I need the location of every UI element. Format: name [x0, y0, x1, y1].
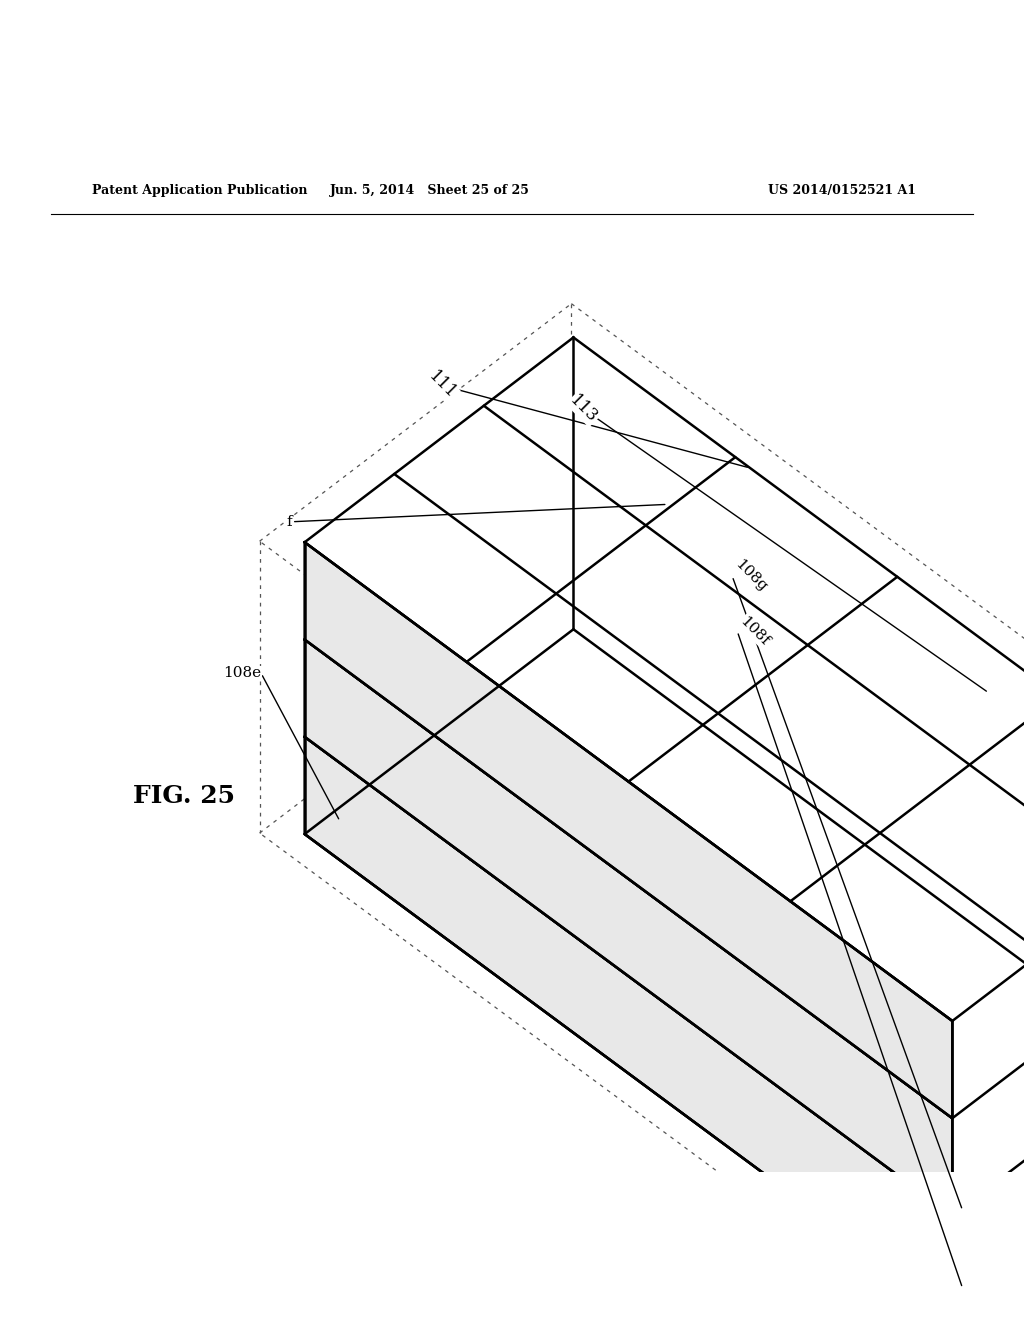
Text: f: f [287, 515, 292, 529]
Text: 108f: 108f [737, 614, 772, 648]
Text: Patent Application Publication: Patent Application Publication [92, 183, 307, 197]
Polygon shape [305, 737, 952, 1313]
Text: FIG. 25: FIG. 25 [133, 784, 236, 808]
Text: 108e: 108e [223, 667, 261, 680]
Polygon shape [305, 543, 952, 1118]
Text: Jun. 5, 2014   Sheet 25 of 25: Jun. 5, 2014 Sheet 25 of 25 [330, 183, 530, 197]
Text: US 2014/0152521 A1: US 2014/0152521 A1 [768, 183, 916, 197]
Polygon shape [305, 434, 1024, 1118]
Polygon shape [305, 639, 952, 1216]
Text: 111: 111 [425, 368, 460, 403]
Text: 113: 113 [566, 392, 601, 426]
Text: 108g: 108g [732, 557, 770, 595]
Polygon shape [305, 532, 1024, 1216]
Polygon shape [305, 338, 1024, 1020]
